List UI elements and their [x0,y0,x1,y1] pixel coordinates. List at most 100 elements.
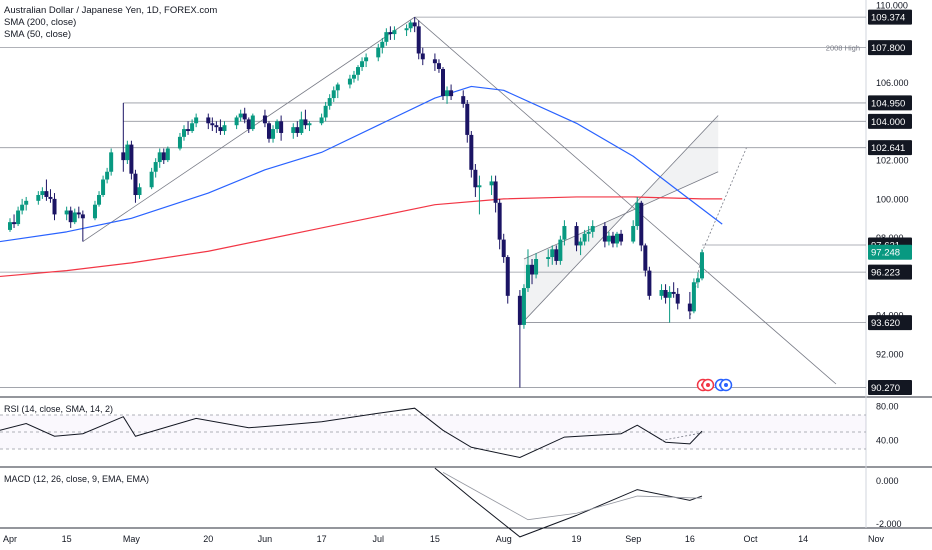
moving-averages [0,85,723,278]
candle-body [465,103,470,135]
rsi-tick-label: 40.00 [876,436,899,446]
time-tick-label: 20 [203,534,213,544]
time-tick-label: 15 [430,534,440,544]
candle-body [639,202,644,246]
candle-body [497,202,502,240]
candle-body [275,121,280,130]
time-tick-label: 19 [572,534,582,544]
price-tick-label: 92.000 [876,350,904,360]
candle-body [351,74,356,79]
candle-body [307,123,312,126]
rsi-ma-line [661,432,703,441]
candle-body [92,204,97,219]
candle-body [101,179,106,196]
candle-body [530,264,535,275]
macd-signal-line [442,472,703,521]
candle-body [331,90,336,99]
candle-body [129,144,134,174]
candle-body [469,134,474,170]
price-level-label: 109.374 [871,13,905,24]
candle-body [165,148,170,161]
candle-body [40,191,45,196]
trendline-descending [414,16,837,385]
time-tick-label: Sep [625,534,641,544]
candle-body [578,241,583,246]
rsi-legend[interactable]: RSI (14, close, SMA, 14, 2) [4,404,114,414]
candle-body [121,152,126,161]
candle-body [133,173,138,196]
candle-body [246,119,251,130]
candle-body [299,119,304,133]
time-tick-label: Nov [868,534,885,544]
candle-body [675,293,680,304]
time-tick-label: Aug [496,534,512,544]
candle-body [445,90,450,97]
candle-body [562,226,567,240]
price-level-note: 2008 High [826,44,860,53]
candle-body [663,290,668,298]
candle-body [36,195,41,201]
channel-line [523,115,719,322]
candle-body [218,127,223,132]
candle-body [157,152,162,163]
rsi-pane: 80.00 40.00 [0,402,899,459]
candle-body [590,226,595,232]
candle-body [153,162,158,172]
candle-body [80,214,85,219]
candle-body [125,144,130,161]
price-tick-label: 102.000 [876,156,909,166]
candle-body [416,26,421,54]
candle-body [323,105,328,118]
candle-body [477,185,482,188]
macd-pane: 0.000 -2.000 [434,467,902,538]
main-pane [0,0,866,396]
candle-body [149,171,154,188]
candle-body [501,239,506,258]
time-tick-label: 15 [62,534,72,544]
candle-body [671,291,676,294]
candle-body [109,152,114,172]
event-dot-icon [724,383,728,387]
price-level-label: 107.800 [871,43,905,54]
candle-body [631,226,636,242]
candle-body [643,245,648,271]
channel-line [523,171,719,260]
candle-body [194,117,199,124]
candle-body [8,222,12,230]
sma-200-legend[interactable]: SMA (200, close) [4,17,77,28]
candle-body [534,258,539,275]
sma-200-line [0,196,723,278]
candle-body [262,115,267,124]
candle-body [610,235,615,244]
candle-body [210,123,215,126]
price-axis[interactable]: 92.00094.00098.000100.000102.000106.0001… [826,1,912,396]
candle-body [303,119,308,126]
candle-body [24,200,29,205]
candle-body [16,210,21,225]
candle-body [582,233,587,242]
symbol-title[interactable]: Australian Dollar / Japanese Yen, 1D, FO… [4,5,218,16]
candles [8,17,704,388]
candle-body [242,113,247,120]
candle-body [392,30,397,35]
candle-body [699,252,704,279]
price-level-tag [868,380,912,396]
time-axis[interactable]: Apr 15 May 20 Jun 17 Jul 15 Aug 19 Sep 16 Oct 14 Nov [3,534,885,544]
event-badges[interactable] [696,378,733,392]
price-level-tag [868,140,912,156]
sma-50-legend[interactable]: SMA (50, close) [4,29,72,40]
candle-body [161,152,166,161]
candle-body [266,123,271,139]
candle-body [234,117,239,126]
candle-body [271,129,276,139]
candle-body [182,129,187,137]
macd-legend[interactable]: MACD (12, 26, close, 9, EMA, EMA) [4,474,150,484]
macd-tick-label: 0.000 [876,476,899,486]
candle-body [137,187,142,196]
current-price-label: 97.248 [871,248,900,259]
time-tick-label: 14 [798,534,808,544]
price-level-label: 96.223 [871,268,900,279]
price-level-tag [868,113,912,129]
candle-body [295,127,300,133]
